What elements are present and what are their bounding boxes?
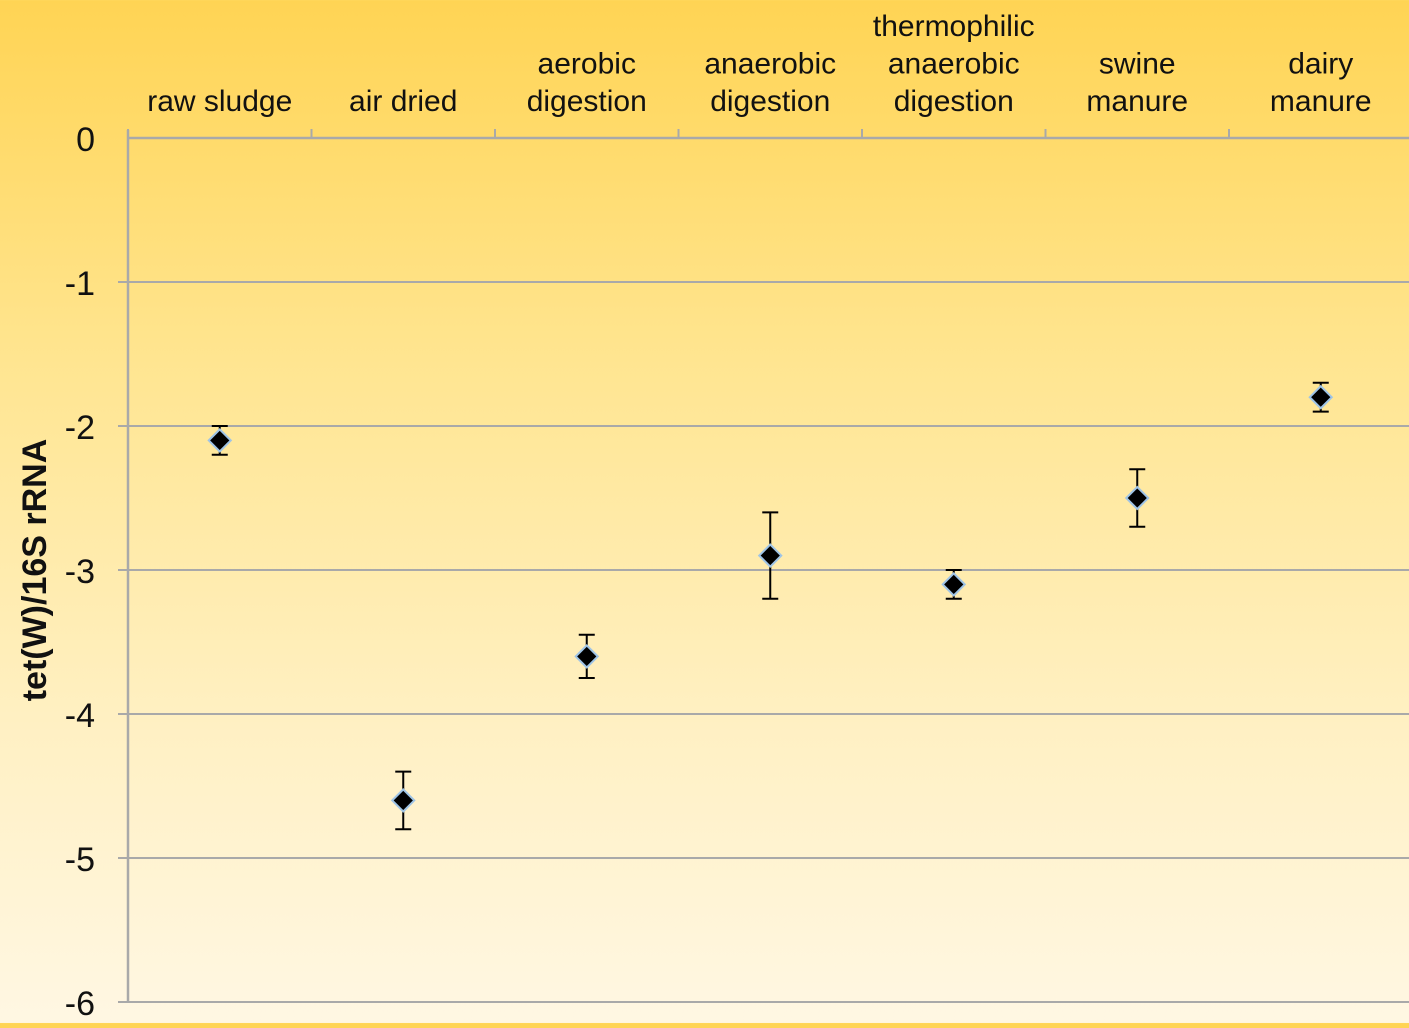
x-category-label: thermophilic: [873, 10, 1035, 43]
y-tick-labels: 0 -1 -2 -3 -4 -5 -6: [65, 121, 95, 1023]
data-point: [1308, 384, 1334, 410]
data-points: [207, 384, 1334, 813]
data-point: [757, 543, 783, 569]
x-category-label: anaerobic: [888, 48, 1020, 81]
y-tick-label: -4: [65, 697, 95, 735]
x-category-label: anaerobic: [704, 48, 836, 81]
gridlines: [118, 281, 1409, 1003]
data-point: [1124, 485, 1150, 511]
y-tick-label: -5: [65, 841, 95, 879]
x-category-label: air dried: [349, 85, 457, 118]
x-category-label: aerobic: [538, 48, 636, 81]
y-tick-label: -3: [65, 553, 95, 591]
y-tick-label: -1: [65, 265, 95, 303]
x-category-label: digestion: [894, 85, 1014, 118]
data-point: [390, 787, 416, 813]
x-category-label: raw sludge: [147, 85, 292, 118]
y-tick-label: 0: [76, 121, 95, 159]
error-bars: [211, 381, 1329, 831]
x-category-label: digestion: [527, 85, 647, 118]
x-category-label: manure: [1086, 85, 1188, 118]
axes: [126, 129, 1409, 1002]
x-category-label: dairy: [1288, 48, 1353, 81]
y-tick-label: -6: [65, 985, 95, 1023]
x-category-label: swine: [1099, 48, 1176, 81]
data-point: [574, 643, 600, 669]
y-axis-label: tet(W)/16S rRNA: [16, 439, 54, 702]
data-point: [941, 571, 967, 597]
x-category-label: manure: [1270, 85, 1372, 118]
data-point: [207, 427, 233, 453]
x-category-label: digestion: [710, 85, 830, 118]
x-category-labels: raw sludge air dried aerobic digestion anaer…: [147, 10, 1371, 118]
y-tick-label: -2: [65, 409, 95, 447]
